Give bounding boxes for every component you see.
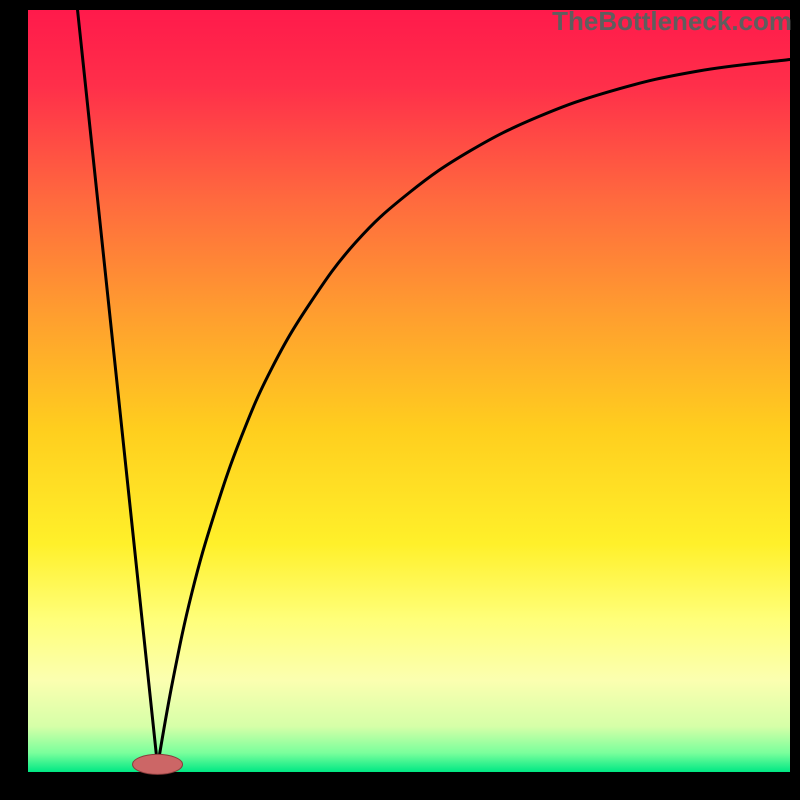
curves-layer: [28, 10, 790, 772]
optimal-marker: [133, 754, 183, 774]
watermark-text: TheBottleneck.com: [552, 6, 792, 37]
bottleneck-curve: [78, 10, 790, 766]
chart-container: TheBottleneck.com: [0, 0, 800, 800]
plot-area: [28, 10, 790, 772]
